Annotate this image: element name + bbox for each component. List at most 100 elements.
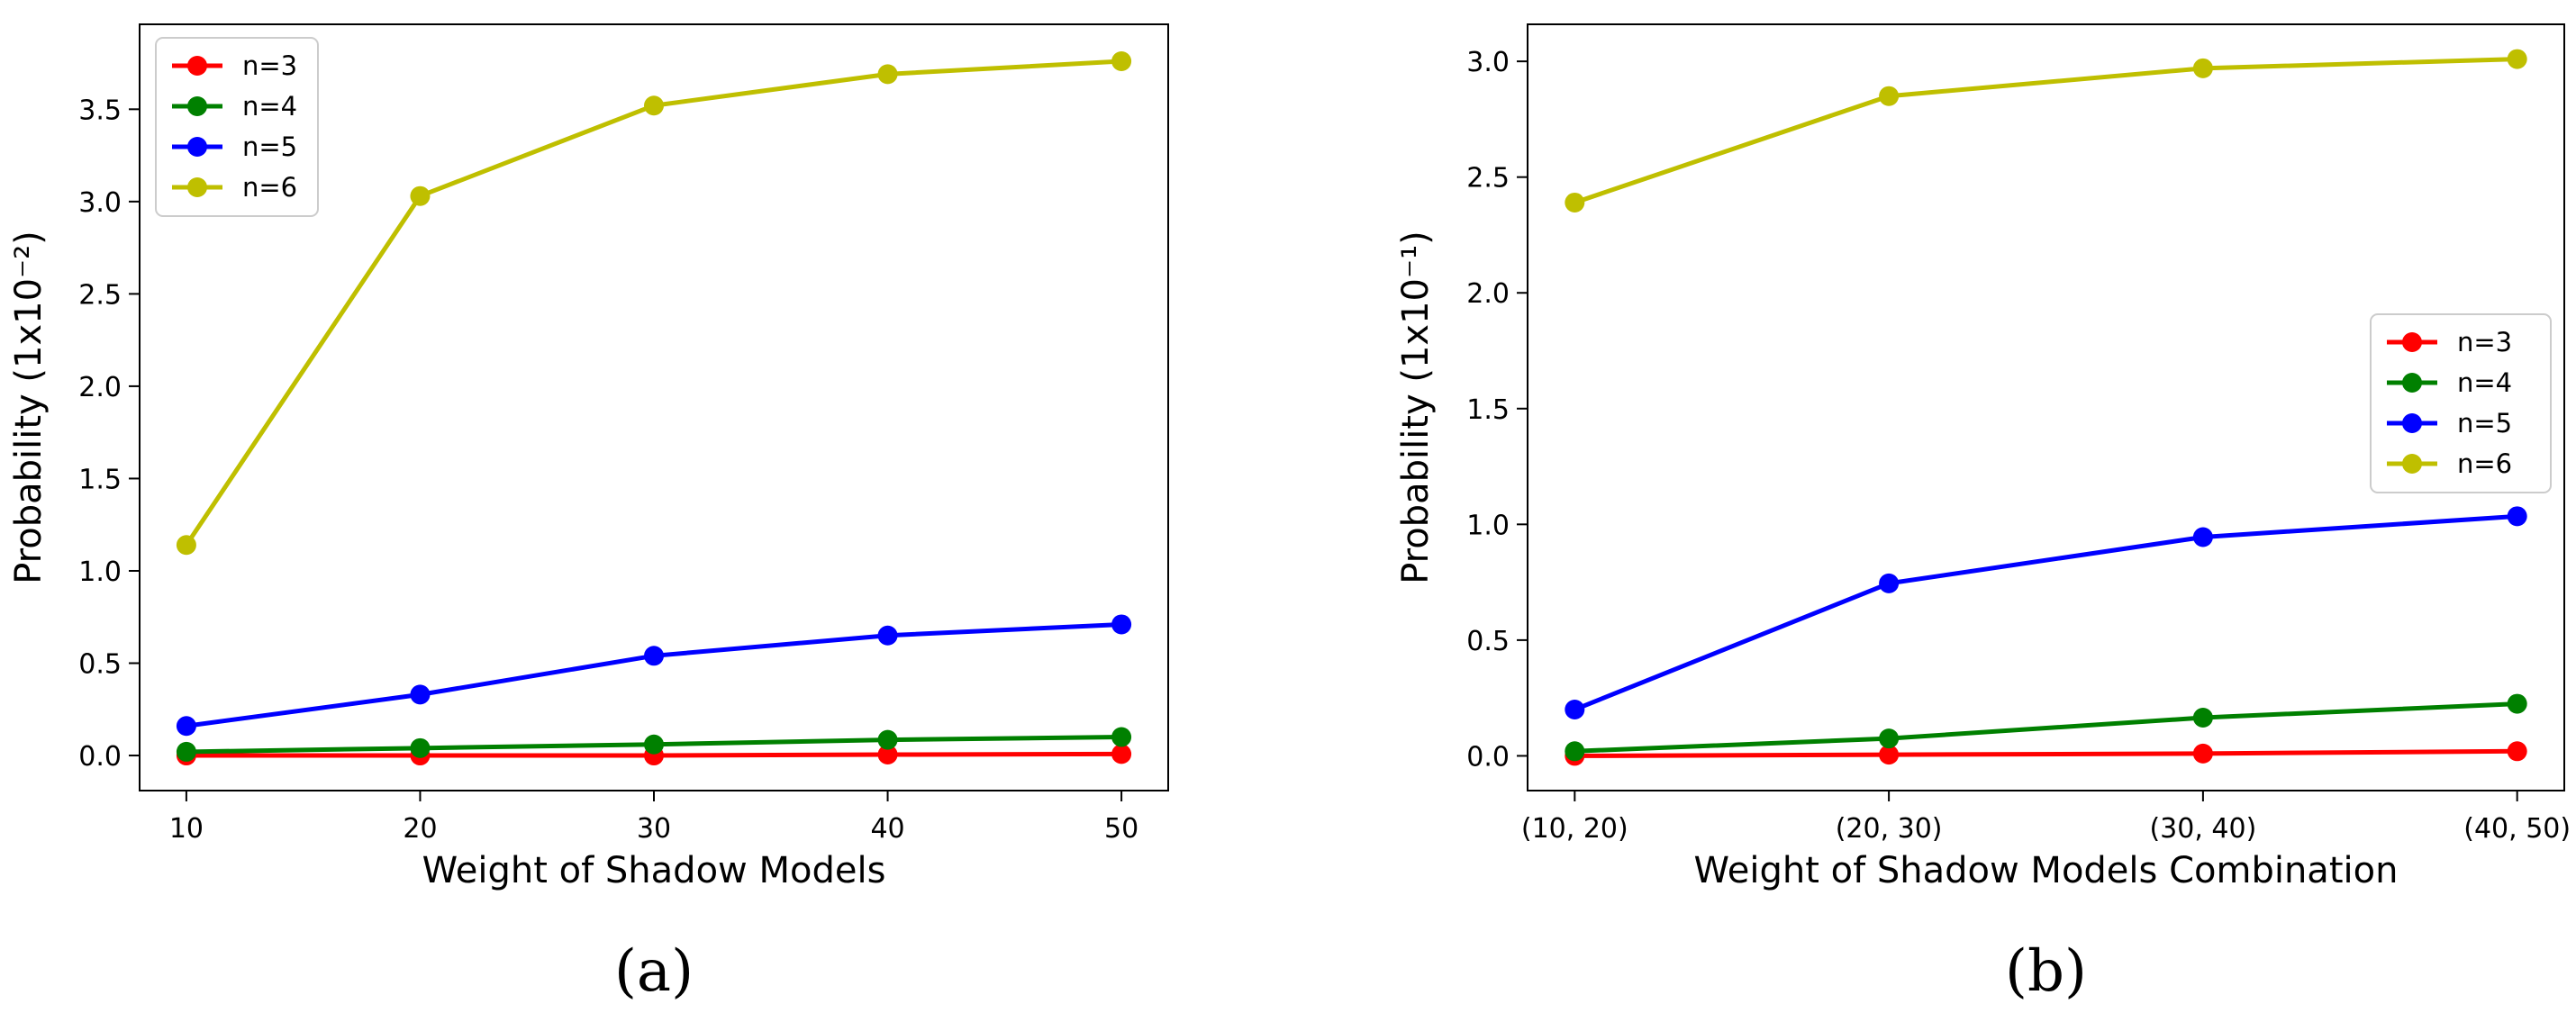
data-point	[410, 185, 431, 206]
data-point	[1879, 573, 1900, 593]
series-line	[1572, 748, 2520, 758]
data-point	[1111, 614, 1132, 635]
x-tick-label: (30, 40)	[2149, 813, 2256, 845]
data-point	[176, 716, 196, 737]
chart-panel-b: 0.0 0.5 1.0 1.5 2.0 2.5 3.0 (10, 20) (20, 30) (30…	[1395, 23, 2571, 1005]
legend-entry: n=6	[172, 172, 297, 203]
legend-frame	[155, 37, 319, 217]
legend-entry: n=4	[2387, 367, 2512, 398]
legend-entry: n=6	[2387, 448, 2512, 479]
x-tick-label: 10	[169, 813, 204, 845]
legend-marker	[2402, 373, 2422, 393]
x-tick-label: 20	[403, 813, 437, 845]
data-point	[644, 95, 664, 116]
series-n-4	[176, 727, 1132, 762]
legend-label: n=4	[242, 91, 297, 122]
data-point	[1111, 51, 1132, 72]
legend-label: n=4	[2457, 367, 2512, 398]
series-line	[184, 621, 1124, 728]
data-point	[877, 625, 898, 646]
legend-label: n=5	[2457, 408, 2512, 439]
x-axis-label: Weight of Shadow Models Combination	[1694, 850, 2399, 891]
legend-marker	[187, 96, 207, 116]
data-point	[2507, 49, 2527, 69]
legend-entry: n=5	[2387, 408, 2512, 439]
data-point	[176, 741, 196, 762]
series-n-5	[176, 614, 1132, 737]
y-tick-label: 0.5	[1466, 626, 1510, 657]
y-tick-label: 1.0	[78, 556, 122, 588]
data-point	[644, 734, 664, 755]
legend-entry: n=3	[172, 50, 297, 81]
series-line	[1572, 513, 2520, 712]
data-point	[877, 729, 898, 750]
data-point	[877, 64, 898, 85]
legend: n=3 n=4 n=5 n=6	[155, 37, 319, 217]
x-tick-label: (10, 20)	[1521, 813, 1628, 845]
legend-label: n=5	[242, 131, 297, 162]
y-tick-label: 0.0	[1466, 741, 1510, 773]
y-tick-label: 1.0	[1466, 510, 1510, 541]
legend-label: n=6	[242, 172, 297, 203]
data-point	[1111, 744, 1132, 764]
y-axis-label: Probability (1x10⁻²)	[8, 231, 50, 584]
data-point	[644, 646, 664, 666]
y-tick-label: 1.5	[1466, 394, 1510, 426]
data-point	[1565, 741, 1585, 762]
panel-label: (a)	[614, 938, 694, 1005]
data-point	[877, 745, 898, 765]
data-point	[2192, 527, 2213, 547]
legend-label: n=3	[2457, 327, 2512, 357]
data-point	[1111, 727, 1132, 747]
legend-entry: n=5	[172, 131, 297, 162]
y-tick-label: 2.0	[1466, 278, 1510, 310]
y-tick-label: 3.0	[1466, 47, 1510, 78]
legend-label: n=6	[2457, 448, 2512, 479]
y-axis-label: Probability (1x10⁻¹)	[1395, 231, 1437, 584]
data-point	[410, 684, 431, 705]
data-point	[2192, 708, 2213, 728]
series-n-6	[1565, 49, 2527, 213]
y-tick-label: 3.5	[78, 95, 122, 126]
legend-label: n=3	[242, 50, 297, 81]
y-tick-label: 2.5	[78, 279, 122, 311]
data-point	[410, 737, 431, 758]
legend-entry: n=4	[172, 91, 297, 122]
data-point	[2192, 58, 2213, 78]
legend: n=3 n=4 n=5 n=6	[2370, 313, 2552, 493]
data-point	[2192, 743, 2213, 764]
y-tick-label: 2.5	[1466, 163, 1510, 194]
x-axis-label: Weight of Shadow Models	[422, 850, 886, 891]
legend-entry: n=3	[2387, 327, 2512, 357]
x-tick-label: 30	[637, 813, 671, 845]
data-point	[1565, 700, 1585, 720]
series-line	[1572, 57, 2520, 205]
y-tick-label: 0.0	[78, 741, 122, 773]
legend-marker	[2402, 413, 2422, 433]
data-point	[2507, 741, 2527, 762]
series-n-4	[1565, 693, 2527, 762]
data-point	[1879, 86, 1900, 106]
x-tick-label: (20, 30)	[1836, 813, 1943, 845]
y-tick-label: 1.5	[78, 464, 122, 495]
series-n-6	[176, 51, 1132, 556]
series-line	[184, 59, 1124, 547]
x-tick-label: (40, 50)	[2463, 813, 2571, 845]
legend-marker	[187, 177, 207, 197]
data-point	[1879, 728, 1900, 749]
chart-panel-a: 0.0 0.5 1.0 1.5 2.0 2.5 3.0 3.5 10 20 30 40 50 Weight…	[8, 23, 1169, 1005]
y-tick-label: 0.5	[78, 649, 122, 681]
series-line	[1572, 701, 2520, 754]
legend-marker	[2402, 454, 2422, 474]
panel-label: (b)	[2005, 938, 2087, 1005]
legend-marker	[187, 56, 207, 76]
data-point	[1565, 192, 1585, 213]
data-point	[2507, 693, 2527, 714]
data-point	[176, 535, 196, 556]
series-n-5	[1565, 506, 2527, 720]
legend-marker	[2402, 332, 2422, 352]
x-tick-label: 50	[1104, 813, 1138, 845]
legend-marker	[187, 137, 207, 157]
x-tick-label: 40	[870, 813, 904, 845]
